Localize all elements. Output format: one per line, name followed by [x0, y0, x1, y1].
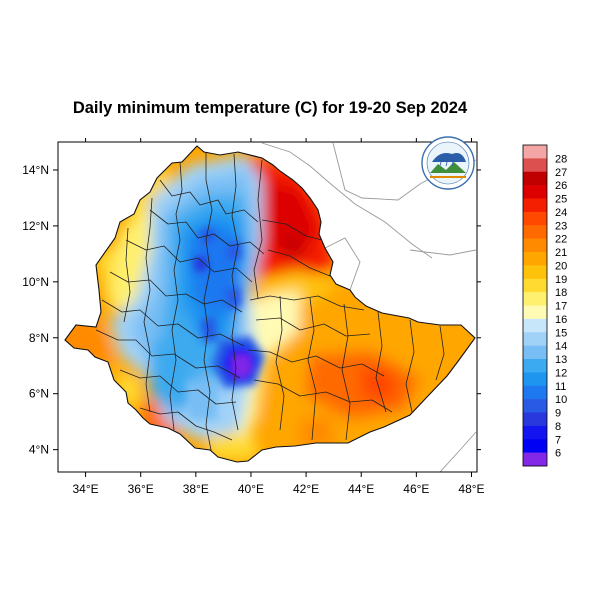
- y-tick-label: 8°N: [29, 331, 49, 345]
- colorbar-swatch: [523, 318, 547, 333]
- djibouti-border: [324, 237, 361, 291]
- x-tick-label: 44°E: [348, 482, 374, 496]
- x-tick-label: 40°E: [238, 482, 264, 496]
- colorbar-label: 20: [555, 260, 567, 272]
- colorbar-swatch: [523, 332, 547, 346]
- colorbar-swatch: [523, 225, 547, 239]
- colorbar-swatch: [523, 412, 547, 427]
- colorbar-label: 7: [555, 434, 561, 446]
- admin-boundaries: [95, 152, 445, 456]
- colorbar-swatch: [523, 158, 547, 173]
- y-tick-label: 12°N: [22, 219, 49, 233]
- neighbour-borders: [261, 142, 477, 472]
- colorbar-label: 16: [555, 314, 567, 326]
- colorbar-label: 14: [555, 341, 567, 353]
- colorbar-label: 22: [555, 234, 567, 246]
- colorbar-swatch: [523, 372, 547, 387]
- colorbar-label: 18: [555, 287, 567, 299]
- x-axis: 34°E 36°E 38°E 40°E 42°E 44°E 46°E 48°E: [72, 138, 485, 496]
- colorbar-swatch: [523, 211, 547, 226]
- y-tick-label: 6°N: [29, 387, 49, 401]
- eritrea-red-sea-coast: [261, 142, 433, 259]
- colorbar-swatch: [523, 305, 547, 320]
- colorbar-swatch: [523, 252, 547, 266]
- colorbar-swatch: [523, 399, 547, 413]
- colorbar-label: 11: [555, 381, 566, 393]
- colorbar-label: 23: [555, 220, 567, 232]
- colorbar-swatch: [523, 359, 547, 373]
- colorbar-swatch: [523, 345, 547, 360]
- y-tick-label: 10°N: [22, 275, 49, 289]
- colorbar-label: 21: [555, 247, 567, 259]
- colorbar-label: 28: [555, 153, 567, 165]
- colorbar-swatch: [523, 385, 547, 400]
- colorbar-label: 26: [555, 180, 567, 192]
- colorbar-swatch: [523, 198, 547, 213]
- colorbar-swatch: [523, 425, 547, 440]
- colorbar-swatch: [523, 439, 547, 453]
- x-tick-label: 38°E: [183, 482, 209, 496]
- map-plot-area: [57, 141, 478, 473]
- x-tick-label: 34°E: [72, 482, 98, 496]
- chart-title: Daily minimum temperature (C) for 19-20 …: [73, 99, 468, 117]
- colorbar-label: 19: [555, 274, 567, 286]
- colorbar-swatch: [523, 278, 547, 293]
- colorbar-swatch: [523, 265, 547, 280]
- colorbar-label: 27: [555, 167, 567, 179]
- colorbar-swatch: [523, 238, 547, 253]
- gulf-of-aden-coast: [409, 249, 477, 256]
- colorbar-label: 10: [555, 394, 567, 406]
- colorbar-label: 6: [555, 448, 561, 460]
- x-tick-label: 46°E: [403, 482, 429, 496]
- y-tick-label: 4°N: [29, 443, 49, 457]
- colorbar-swatch: [523, 185, 547, 199]
- agency-logo: [421, 136, 475, 190]
- colorbar-label: 17: [555, 301, 567, 313]
- x-tick-label: 48°E: [458, 482, 484, 496]
- colorbar-swatch: [523, 145, 547, 159]
- x-tick-label: 42°E: [293, 482, 319, 496]
- y-tick-label: 14°N: [22, 163, 49, 177]
- somalia-coast: [439, 431, 477, 472]
- x-tick-label: 36°E: [128, 482, 154, 496]
- colorbar: 2827262524232221201918171615141312111098…: [522, 144, 567, 467]
- colorbar-label: 13: [555, 354, 567, 366]
- colorbar-label: 25: [555, 194, 567, 206]
- colorbar-swatch: [523, 452, 547, 467]
- colorbar-swatch: [523, 171, 547, 186]
- y-axis: 4°N 6°N 8°N 10°N 12°N 14°N: [22, 163, 481, 457]
- colorbar-frame: [522, 144, 548, 467]
- colorbar-label: 12: [555, 367, 567, 379]
- colorbar-label: 15: [555, 327, 567, 339]
- colorbar-swatch: [523, 292, 547, 306]
- map-frame: [57, 141, 478, 473]
- colorbar-label: 9: [555, 408, 561, 420]
- colorbar-label: 24: [555, 207, 567, 219]
- colorbar-label: 8: [555, 421, 561, 433]
